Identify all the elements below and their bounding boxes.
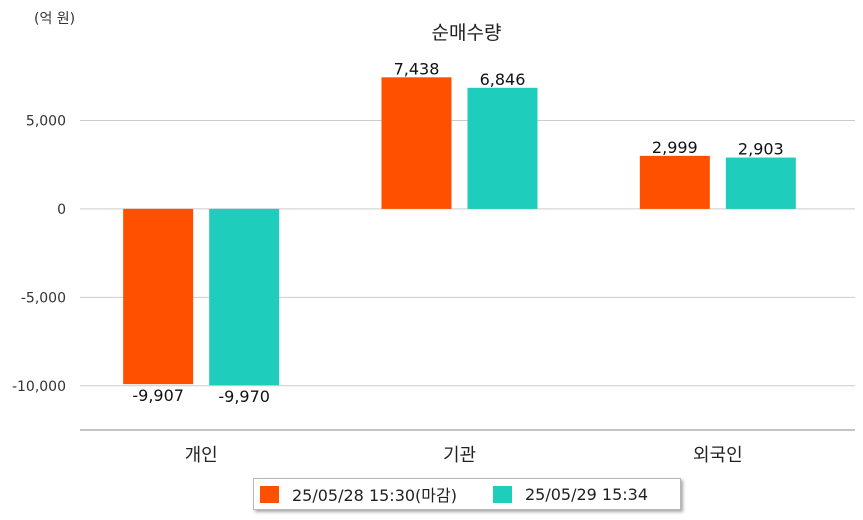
x-category-label: 개인 [185,445,218,466]
bar-1 [123,208,194,385]
data-label: -9,907 [132,386,184,405]
data-label: -9,970 [218,387,270,406]
x-category-label: 외국인 [693,445,743,466]
y-axis-unit-label: (억 원) [34,11,76,27]
chart-title: 순매수량 [431,22,502,44]
legend-label-series-1: 25/05/28 15:30(마감) [292,486,457,505]
bar-1 [639,155,710,209]
data-label: 7,438 [394,59,440,78]
legend-item-series-2[interactable]: 25/05/29 15:34 [492,484,649,504]
legend-swatch-series-1 [260,485,279,503]
chart-legend: 25/05/28 15:30(마감) 25/05/29 15:34 [253,478,681,510]
x-category-label: 기관 [443,445,476,466]
data-label: 2,999 [652,138,698,157]
y-tick-label: 5,000 [26,113,66,129]
bar-1 [381,77,452,209]
legend-swatch-series-2 [492,485,512,503]
legend-label-series-2: 25/05/29 15:34 [524,484,649,504]
bar-2 [467,87,538,209]
y-tick-label: -10,000 [12,379,66,395]
y-tick-label: 0 [57,202,66,218]
legend-item-series-1[interactable]: 25/05/28 15:30(마감) [260,482,457,506]
y-tick-label: -5,000 [21,290,66,306]
bar-2 [725,157,796,209]
data-label: 6,846 [480,70,526,89]
bar-2 [209,208,280,386]
data-label: 2,903 [738,140,784,159]
